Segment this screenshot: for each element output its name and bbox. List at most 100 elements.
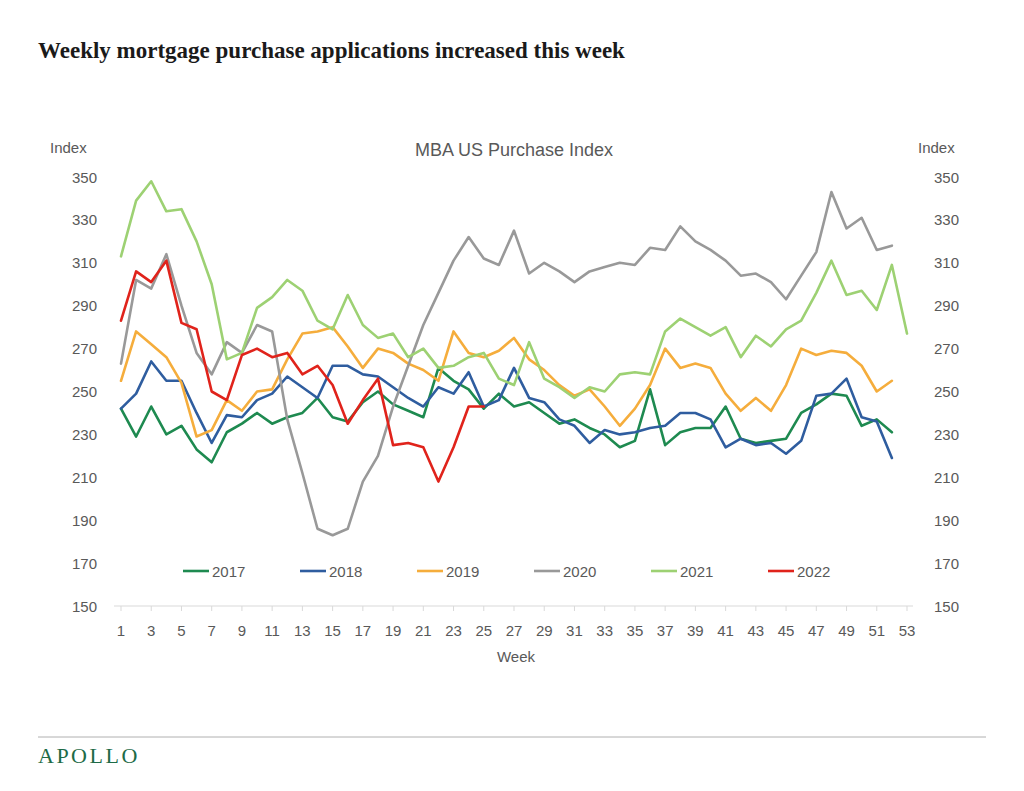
x-tick [634,606,635,611]
y2-tick [911,262,914,263]
x-tick-label: 45 [778,622,795,639]
title: Weekly mortgage purchase applications in… [38,38,625,63]
x-tick-label: 3 [147,622,155,639]
x-tick [393,606,394,611]
y-tick-label: 210 [72,469,97,486]
x-tick-label: 49 [838,622,855,639]
y-tick [114,177,117,178]
legend-label: 2022 [797,563,830,580]
y2-tick [911,305,914,306]
y-tick [114,434,117,435]
y-tick-label: 310 [72,254,97,271]
y2-tick-label: 290 [934,297,959,314]
y2-tick [911,520,914,521]
y-tick [114,520,117,521]
x-tick [121,606,122,611]
x-tick [725,606,726,611]
x-tick [604,606,605,611]
series-line [121,261,484,482]
y2-tick [911,348,914,349]
y2-tick [911,434,914,435]
legend-label: 2019 [446,563,479,580]
x-tick [483,606,484,611]
legend-swatch [417,570,443,573]
y-tick-label: 170 [72,555,97,572]
x-tick [151,606,152,611]
x-tick-label: 33 [596,622,613,639]
x-tick [332,606,333,611]
x-tick-label: 19 [385,622,402,639]
x-tick [846,606,847,611]
x-tick-label: 25 [475,622,492,639]
y2-tick [911,391,914,392]
y2-tick-label: 150 [934,598,959,615]
x-tick [755,606,756,611]
y-tick-label: 150 [72,598,97,615]
legend-label: 2018 [329,563,362,580]
y-tick-label: 350 [72,169,97,186]
x-axis-label: Week [497,648,536,665]
x-tick [272,606,273,611]
x-tick-label: 29 [536,622,553,639]
legend-label: 2021 [680,563,713,580]
x-tick [786,606,787,611]
x-tick-label: 7 [208,622,216,639]
y2-tick [911,477,914,478]
x-tick [211,606,212,611]
y2-axis-label: Index [918,139,955,156]
y2-tick-label: 310 [934,254,959,271]
x-tick [181,606,182,611]
legend-label: 2017 [212,563,245,580]
x-tick-label: 27 [506,622,523,639]
y-tick-label: 290 [72,297,97,314]
x-tick [514,606,515,611]
x-tick-label: 9 [238,622,246,639]
x-tick [665,606,666,611]
y2-tick [911,177,914,178]
y-axis-label: Index [50,139,87,156]
y2-tick [911,219,914,220]
y-tick [114,391,117,392]
y-tick-label: 190 [72,512,97,529]
x-tick-label: 5 [177,622,185,639]
y2-tick-label: 250 [934,383,959,400]
plot-area [121,181,907,535]
legend-swatch [300,570,326,573]
footer-rule [38,737,986,738]
legend-label: 2020 [563,563,596,580]
y2-tick-label: 190 [934,512,959,529]
series-line [121,361,892,458]
y-tick-label: 270 [72,340,97,357]
series-line [121,192,892,535]
x-tick [574,606,575,611]
legend-swatch [183,570,209,573]
x-tick-label: 15 [324,622,341,639]
x-tick-label: 37 [657,622,674,639]
x-tick-label: 11 [264,622,280,639]
x-tick-label: 53 [899,622,916,639]
subtitle: MBA US Purchase Index [415,140,613,160]
legend-swatch [768,570,794,573]
footer-logo: APOLLO [38,743,140,768]
y-tick [114,305,117,306]
x-tick [876,606,877,611]
x-tick-label: 51 [868,622,885,639]
x-tick-label: 23 [445,622,462,639]
y-tick-label: 330 [72,211,97,228]
y2-tick-label: 210 [934,469,959,486]
chart: Weekly mortgage purchase applications in… [0,0,1024,791]
x-tick [907,606,908,611]
y2-tick-label: 230 [934,426,959,443]
x-tick-label: 31 [566,622,583,639]
y-tick-label: 250 [72,383,97,400]
x-tick [302,606,303,611]
x-tick [695,606,696,611]
legend-swatch [651,570,677,573]
x-tick-label: 17 [355,622,372,639]
y-tick [114,563,117,564]
y2-tick-label: 270 [934,340,959,357]
x-tick [816,606,817,611]
x-tick-label: 21 [415,622,432,639]
legend-swatch [534,570,560,573]
x-tick-label: 41 [717,622,734,639]
